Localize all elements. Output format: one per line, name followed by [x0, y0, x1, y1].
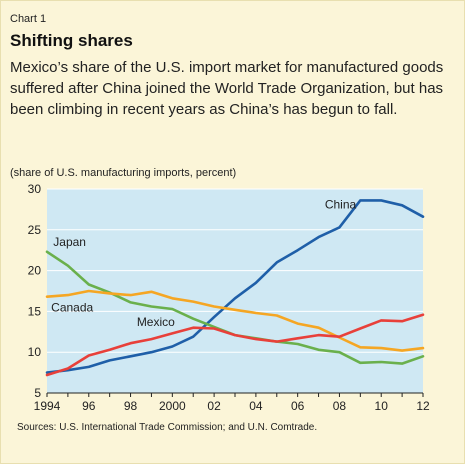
series-label-mexico: Mexico — [137, 315, 175, 329]
gridlines — [47, 188, 423, 353]
x-tick-label: 10 — [375, 399, 389, 413]
y-tick-label: 25 — [28, 223, 42, 237]
series-labels: China Japan Canada Mexico — [51, 198, 356, 330]
x-tick-label: 06 — [291, 399, 305, 413]
y-tick-label: 30 — [28, 182, 42, 196]
x-tick-label: 04 — [249, 399, 263, 413]
chart-title: Shifting shares — [10, 31, 133, 50]
series-label-japan: Japan — [53, 235, 86, 249]
x-tick-label: 96 — [82, 399, 96, 413]
chart-number: Chart 1 — [10, 13, 47, 25]
series-lines — [45, 199, 425, 377]
series-line-mexico — [45, 313, 425, 377]
series-line-china — [45, 199, 425, 374]
x-tick-label: 1994 — [34, 399, 61, 413]
y-tick-label: 20 — [28, 264, 42, 278]
y-tick-label: 10 — [28, 345, 42, 359]
series-line-canada — [45, 289, 425, 352]
series-label-canada: Canada — [51, 300, 93, 314]
y-axis-unit-note: (share of U.S. manufacturing imports, pe… — [10, 167, 237, 179]
y-tick-label: 15 — [28, 304, 42, 318]
source-note: Sources: U.S. International Trade Commis… — [17, 422, 318, 433]
y-tick-label: 5 — [34, 386, 41, 400]
axes: 5 10 15 20 25 30 1994 96 98 2000 02 04 06 08 10 12 — [28, 182, 430, 413]
x-tick-label: 12 — [416, 399, 430, 413]
chart-subtitle: Mexico’s share of the U.S. import market… — [10, 59, 444, 118]
x-tick-label: 2000 — [159, 399, 186, 413]
x-tick-label: 98 — [124, 399, 138, 413]
plot-area — [47, 189, 423, 393]
x-tick-label: 08 — [333, 399, 347, 413]
x-tick-label: 02 — [207, 399, 221, 413]
series-label-china: China — [325, 198, 357, 212]
